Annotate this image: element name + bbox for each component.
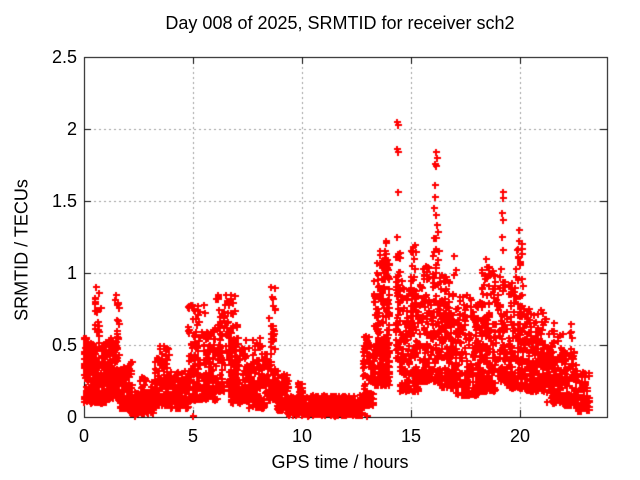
x-tick-label: 5 [187, 426, 199, 446]
x-tick-label: 15 [400, 426, 422, 446]
x-tick-label: 20 [509, 426, 531, 446]
y-tick-label: 2 [66, 119, 77, 139]
x-tick-label: 10 [291, 426, 313, 446]
y-tick-label: 2.5 [51, 47, 77, 67]
x-axis-label: GPS time / hours [271, 452, 409, 472]
y-tick-label: 0 [66, 407, 77, 427]
y-axis-label: SRMTID / TECUs [11, 179, 32, 321]
y-tick-label: 1 [66, 263, 77, 283]
x-tick-label: 0 [78, 426, 90, 446]
y-tick-label: 0.5 [51, 335, 77, 355]
chart-title: Day 008 of 2025, SRMTID for receiver sch… [165, 13, 515, 33]
y-tick-label: 1.5 [51, 191, 77, 211]
